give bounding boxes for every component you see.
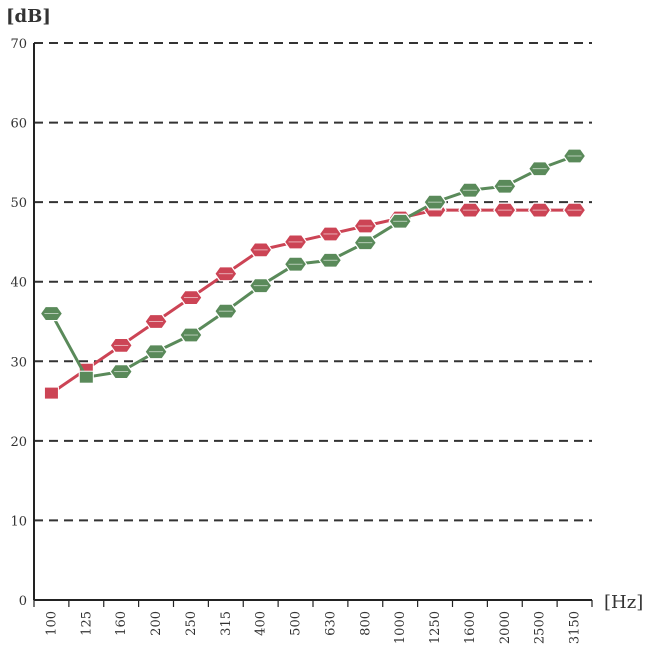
x-tick-label: 500 xyxy=(289,611,304,636)
x-tick-label: 160 xyxy=(114,611,129,636)
y-tick-label: 0 xyxy=(19,594,27,609)
series-line xyxy=(50,208,575,395)
x-tick-label: 125 xyxy=(79,611,94,636)
x-tick-label: 1000 xyxy=(393,611,408,644)
y-tick-label: 10 xyxy=(10,514,27,529)
y-tick-label: 50 xyxy=(10,196,27,211)
y-tick-label: 70 xyxy=(10,37,27,52)
x-tick-label: 400 xyxy=(254,611,269,636)
x-tick-label: 2500 xyxy=(533,611,548,644)
x-axis-unit-label: [Hz] xyxy=(604,592,643,613)
x-tick-label: 100 xyxy=(44,611,59,636)
series-1 xyxy=(43,202,587,400)
x-tick-label: 315 xyxy=(219,611,234,636)
y-tick-label: 30 xyxy=(10,355,27,370)
x-tick-label: 3150 xyxy=(568,611,583,644)
series-group xyxy=(39,148,587,400)
x-tick-label: 2000 xyxy=(498,611,513,644)
y-tick-labels: 0 10 20 30 40 50 60 70 xyxy=(10,37,27,609)
x-tick-label: 1250 xyxy=(428,611,443,644)
axes xyxy=(33,43,592,601)
x-tick-label: 1600 xyxy=(463,611,478,644)
y-tick-label: 20 xyxy=(10,435,27,450)
x-tick-label: 630 xyxy=(323,611,338,636)
x-tick-label: 800 xyxy=(358,611,373,636)
x-tick-marks xyxy=(33,600,593,607)
y-tick-label: 40 xyxy=(10,276,27,291)
x-tick-label: 250 xyxy=(184,611,199,636)
y-tick-label: 60 xyxy=(10,117,27,132)
y-axis-unit-label: [dB] xyxy=(6,6,51,27)
x-tick-labels: 100 125 160 200 250 315 400 500 630 800 1000 1250 16… xyxy=(44,611,582,644)
x-tick-label: 200 xyxy=(149,611,164,636)
data-point xyxy=(43,386,59,400)
series-line xyxy=(50,154,576,379)
grid-lines xyxy=(34,42,592,522)
data-point xyxy=(78,370,94,384)
series-2 xyxy=(39,148,587,384)
